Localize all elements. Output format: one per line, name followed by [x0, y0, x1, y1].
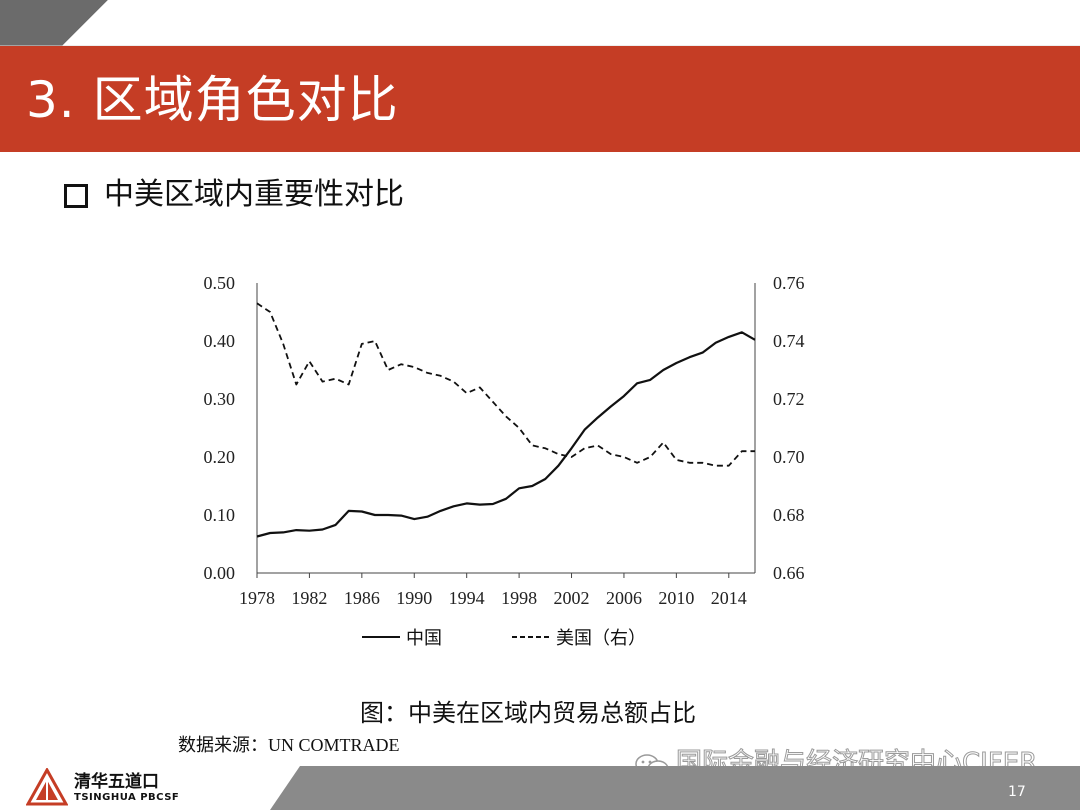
x-tick-label: 1998 [501, 588, 537, 608]
x-tick-label: 1990 [396, 588, 432, 608]
left-y-tick-label: 0.40 [204, 331, 236, 351]
legend-label: 美国（右） [556, 628, 646, 649]
x-tick-label: 1982 [291, 588, 327, 608]
title-bar [0, 46, 1080, 152]
tsinghua-logo-icon [26, 768, 68, 806]
top-decoration [0, 0, 1080, 46]
right-y-tick-label: 0.68 [773, 505, 805, 525]
series-line-china [256, 331, 756, 538]
slide-title: 3. 区域角色对比 [26, 71, 399, 129]
chart-ticks: 0.50 0.40 0.30 0.20 0.10 0.00 0.76 0.74 0.72 0.70… [204, 273, 805, 608]
left-y-tick-label: 0.10 [204, 505, 236, 525]
right-y-tick-label: 0.74 [773, 331, 805, 351]
left-y-tick-label: 0.20 [204, 447, 236, 467]
x-tick-label: 1978 [239, 588, 275, 608]
x-tick-label: 1994 [449, 588, 485, 608]
chart-series [256, 302, 756, 538]
chart-legend: 中国 美国（右） [362, 628, 646, 649]
x-tick-label: 2002 [554, 588, 590, 608]
data-source: 数据来源：UN COMTRADE [178, 735, 400, 755]
x-tick-label: 2006 [606, 588, 642, 608]
legend-label: 中国 [406, 628, 442, 649]
left-y-tick-label: 0.50 [204, 273, 236, 293]
figure-caption: 图：中美在区域内贸易总额占比 [360, 699, 696, 727]
right-y-tick-label: 0.66 [773, 563, 805, 583]
x-tick-label: 2010 [658, 588, 694, 608]
line-chart: 0.50 0.40 0.30 0.20 0.10 0.00 0.76 0.74 0.72 0.70… [204, 273, 805, 649]
right-y-tick-label: 0.70 [773, 447, 805, 467]
page-number: 17 [1008, 784, 1026, 800]
x-tick-label: 1986 [344, 588, 380, 608]
logo-text-en: TSINGHUA PBCSF [74, 792, 180, 803]
right-y-tick-label: 0.76 [773, 273, 805, 293]
right-y-tick-label: 0.72 [773, 389, 805, 409]
logo-text-cn: 清华五道口 [74, 772, 159, 792]
x-tick-label: 2014 [711, 588, 747, 608]
slide-subtitle: 中美区域内重要性对比 [104, 177, 404, 212]
footer-bar [0, 766, 1080, 810]
series-line-us [256, 302, 755, 467]
left-y-tick-label: 0.00 [204, 563, 236, 583]
chart-axes [256, 283, 756, 574]
bullet-square-icon [64, 184, 88, 208]
left-y-tick-label: 0.30 [204, 389, 236, 409]
